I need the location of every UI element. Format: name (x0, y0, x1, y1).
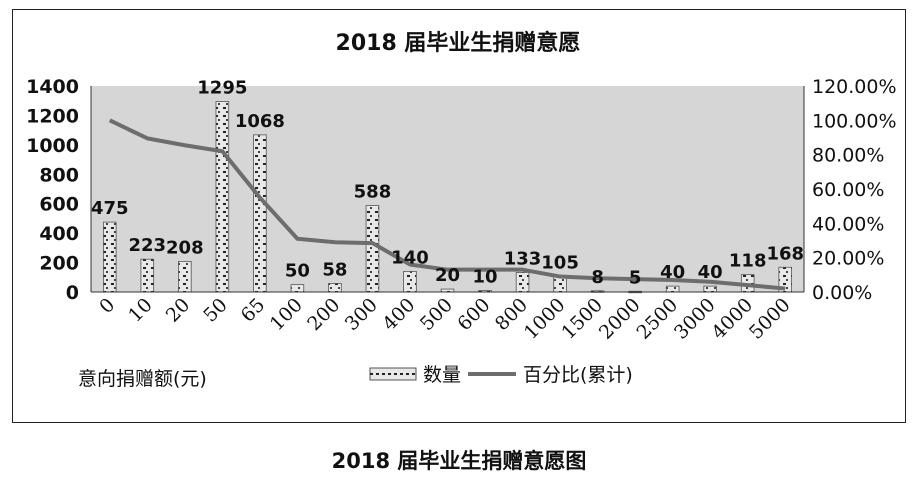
y-tick-label-right: 100.00% (812, 110, 897, 132)
bar-value-label: 208 (166, 237, 204, 258)
x-tick-label: 500 (416, 294, 457, 335)
legend-label-percent: 百分比(累计) (523, 364, 633, 386)
figure-caption: 2018 届毕业生捐赠意愿图 (331, 449, 587, 473)
x-tick-label: 600 (453, 294, 494, 335)
bar-value-label: 40 (660, 262, 685, 283)
x-tick-label: 1500 (557, 294, 607, 344)
y-tick-label-right: 0.00% (812, 282, 872, 304)
chart-frame: 2018 届毕业生捐赠意愿 0 200 400 600 800 1000 1200 1400 … (12, 9, 906, 423)
bar-value-label: 223 (129, 235, 167, 256)
bar-value-label: 588 (354, 181, 392, 202)
bar-200 (328, 283, 342, 293)
bar-value-label: 10 (472, 267, 497, 288)
y-tick-label-right: 120.00% (812, 76, 897, 98)
y-tick-label-left: 0 (66, 282, 79, 304)
x-tick-label: 3000 (670, 294, 720, 344)
x-tick-label: 65 (237, 294, 270, 327)
bar-value-label: 50 (285, 261, 310, 282)
y-tick-label-right: 20.00% (812, 248, 884, 270)
legend: 数量 百分比(累计) (369, 364, 633, 386)
bar-2500 (665, 285, 680, 293)
bar-800 (515, 272, 530, 293)
y-tick-label-left: 600 (39, 194, 79, 216)
bar-1000 (553, 276, 567, 293)
bar-100 (290, 284, 305, 293)
x-tick-label: 400 (378, 294, 419, 335)
y-tick-label-right: 80.00% (812, 145, 884, 167)
x-tick-label: 1000 (520, 294, 570, 344)
y-tick-label-right: 60.00% (812, 179, 884, 201)
bar-50 (215, 101, 230, 293)
plot-area (91, 86, 804, 292)
chart-title: 2018 届毕业生捐赠意愿 (336, 30, 581, 56)
bar-value-label: 118 (729, 251, 767, 272)
y-tick-label-left: 1200 (26, 105, 79, 127)
x-tick-label: 10 (124, 294, 157, 327)
bar-300 (365, 205, 380, 293)
x-tick-label: 300 (341, 294, 382, 335)
bar-value-label: 168 (766, 243, 804, 264)
x-tick-label: 200 (303, 294, 344, 335)
bar-value-label: 40 (698, 262, 723, 283)
y-tick-label-left: 800 (39, 164, 79, 186)
cumulative-percent-line (108, 118, 786, 291)
bar-value-label: 58 (322, 259, 347, 280)
x-tick-label: 5000 (745, 294, 795, 344)
x-axis-title: 意向捐赠额(元) (78, 368, 207, 390)
y-tick-label-right: 40.00% (812, 213, 884, 235)
y-tick-label-left: 400 (39, 223, 79, 245)
x-tick-label: 2000 (595, 294, 645, 344)
bar-value-label: 133 (504, 248, 542, 269)
bar-65 (253, 134, 267, 293)
bar-0 (102, 221, 117, 293)
x-tick-label: 0 (95, 294, 119, 318)
bar-20 (178, 260, 192, 293)
y-tick-label-left: 200 (39, 253, 79, 275)
bar-value-label: 105 (541, 253, 579, 274)
legend-label-count: 数量 (423, 364, 461, 386)
bar-400 (403, 270, 417, 293)
bar-3000 (703, 285, 717, 293)
bar-value-label: 5 (629, 267, 642, 288)
x-tick-label: 4000 (707, 294, 757, 344)
bar-10 (140, 258, 155, 293)
chart: 2018 届毕业生捐赠意愿 0200400600800100012001400 … (26, 30, 897, 390)
bar-value-label: 1068 (235, 111, 285, 132)
bar-value-label: 20 (435, 265, 460, 286)
bar-value-label: 475 (91, 198, 129, 219)
bar-value-label: 140 (391, 247, 429, 268)
x-tick-label: 100 (266, 294, 307, 335)
bar-value-label: 1295 (197, 77, 247, 98)
x-tick-label: 20 (162, 294, 195, 327)
y-tick-label-left: 1400 (26, 76, 79, 98)
bar-value-label: 8 (591, 267, 604, 288)
x-tick-label: 2500 (632, 294, 682, 344)
x-tick-label: 50 (199, 294, 232, 327)
y-tick-label-left: 1000 (26, 135, 79, 157)
